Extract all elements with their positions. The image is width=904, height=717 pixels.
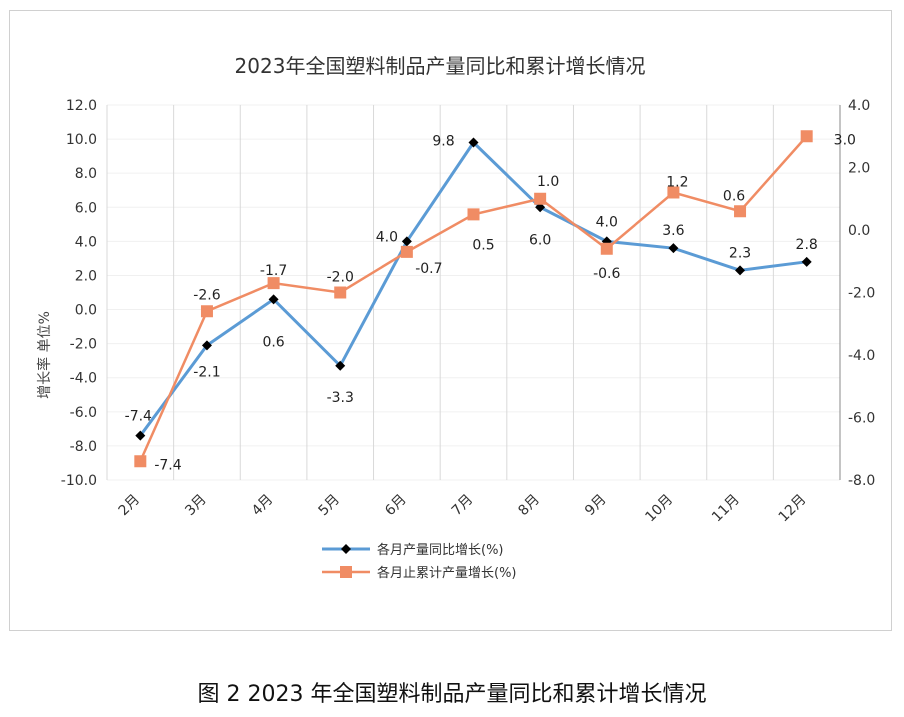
data-point-diamond (801, 256, 812, 267)
y2-tick-label: -6.0 (848, 411, 875, 427)
legend-diamond-icon (341, 544, 351, 554)
data-label: -7.4 (154, 457, 181, 473)
y-tick-label: 6.0 (75, 200, 97, 216)
x-tick-label: 9月 (582, 492, 610, 520)
x-tick-label: 10月 (642, 492, 676, 526)
data-label: 4.0 (376, 229, 398, 245)
data-point-square (734, 205, 747, 218)
data-point-square (800, 130, 813, 143)
y-tick-label: 0.0 (75, 303, 97, 319)
x-tick-label: 7月 (449, 492, 477, 520)
figure-caption: 图 2 2023 年全国塑料制品产量同比和累计增长情况 (197, 682, 707, 707)
data-label: -0.7 (415, 261, 442, 277)
data-label: -2.1 (193, 364, 220, 380)
data-point-diamond (401, 236, 412, 247)
x-tick-label: 4月 (249, 492, 277, 520)
data-label: 3.6 (662, 223, 684, 239)
data-label: 0.6 (262, 334, 284, 350)
y-tick-label: 4.0 (75, 234, 97, 250)
data-point-diamond (468, 137, 479, 148)
data-label: -7.4 (125, 409, 152, 425)
data-label: -2.6 (193, 287, 220, 303)
data-point-diamond (268, 294, 279, 305)
data-point-square (200, 305, 213, 318)
legend-square-icon (340, 566, 352, 578)
x-tick-label: 8月 (515, 492, 543, 520)
y-tick-label: 10.0 (66, 132, 97, 148)
data-point-square (267, 277, 280, 290)
y-tick-label: -2.0 (70, 337, 97, 353)
y-tick-label: 2.0 (75, 268, 97, 284)
data-label: -0.6 (593, 266, 620, 282)
data-point-square (334, 286, 347, 299)
data-point-square (400, 245, 413, 258)
chart-title: 2023年全国塑料制品产量同比和累计增长情况 (235, 54, 646, 78)
x-tick-label: 11月 (709, 492, 743, 526)
x-tick-label: 12月 (776, 492, 810, 526)
data-label: -1.7 (260, 263, 287, 279)
data-label: 0.5 (472, 237, 494, 253)
data-label: 6.0 (529, 232, 551, 248)
x-tick-label: 6月 (382, 492, 410, 520)
y-tick-label: -4.0 (70, 371, 97, 387)
data-point-diamond (735, 265, 746, 276)
data-point-square (134, 455, 147, 468)
y-tick-label: -6.0 (70, 405, 97, 421)
data-point-square (600, 242, 613, 255)
y2-tick-label: 4.0 (848, 98, 870, 114)
data-label: -2.0 (327, 270, 354, 286)
data-point-diamond (201, 340, 212, 351)
y2-tick-label: 2.0 (848, 161, 870, 177)
data-label: 1.2 (666, 175, 688, 191)
data-point-diamond (135, 430, 146, 441)
y-tick-label: 8.0 (75, 166, 97, 182)
x-tick-label: 2月 (116, 492, 144, 520)
data-label: 0.6 (723, 188, 745, 204)
data-label: -3.3 (327, 390, 354, 406)
data-point-square (534, 192, 547, 205)
y2-tick-label: 0.0 (848, 223, 870, 239)
data-point-square (667, 186, 680, 199)
legend-label: 各月止累计产量增长(%) (377, 565, 517, 581)
x-tick-label: 5月 (316, 492, 344, 520)
data-point-square (467, 208, 480, 221)
data-point-diamond (668, 243, 679, 254)
y2-tick-label: -2.0 (848, 286, 875, 302)
data-label: 2.8 (796, 237, 818, 253)
y2-tick-label: -8.0 (848, 473, 875, 489)
y-tick-label: -10.0 (61, 473, 97, 489)
data-label: 3.0 (834, 132, 856, 148)
y-axis-label: 增长率 单位% (36, 311, 53, 399)
y-tick-label: -8.0 (70, 439, 97, 455)
data-label: 2.3 (729, 245, 751, 261)
data-point-diamond (535, 202, 546, 213)
legend-label: 各月产量同比增长(%) (377, 542, 504, 558)
data-label: 1.0 (537, 174, 559, 190)
data-label: 9.8 (432, 134, 454, 150)
chart-frame (9, 10, 892, 631)
line-chart: 2023年全国塑料制品产量同比和累计增长情况 增长率 单位% 12.0 10.0 8… (36, 54, 875, 581)
y-tick-label: 12.0 (66, 98, 97, 114)
y2-tick-label: -4.0 (848, 348, 875, 364)
data-label: 4.0 (596, 214, 618, 230)
data-point-diamond (335, 360, 346, 371)
x-tick-label: 3月 (182, 492, 210, 520)
